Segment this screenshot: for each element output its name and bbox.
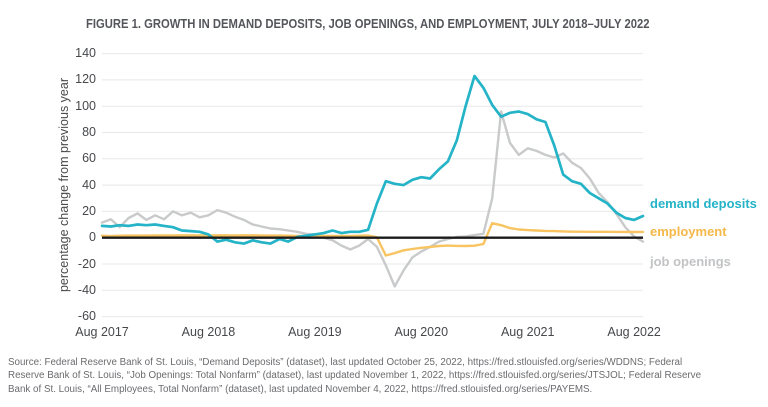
x-tick-label: Aug 2021 xyxy=(500,325,555,339)
x-tick-label: Aug 2022 xyxy=(607,325,661,339)
series-line-employment xyxy=(100,221,645,257)
y-tick-label: -60 xyxy=(77,309,96,324)
legend-label-demand-deposits: demand deposits xyxy=(650,196,757,211)
y-tick-label: -40 xyxy=(77,282,96,297)
y-tick-label: -20 xyxy=(77,256,96,271)
y-tick-label: 140 xyxy=(75,46,96,61)
source-line: Reserve Bank of St. Louis, “Job Openings… xyxy=(8,370,702,382)
y-tick-label: 0 xyxy=(89,230,96,245)
source-line: Bank of St. Louis, “All Employees, Total… xyxy=(8,383,593,395)
y-tick-label: 20 xyxy=(82,203,96,218)
legend-label-employment: employment xyxy=(650,224,727,239)
x-tick-label: Aug 2020 xyxy=(394,325,449,339)
y-tick-label: 120 xyxy=(75,72,96,87)
source-note: Source: Federal Reserve Bank of St. Loui… xyxy=(8,356,764,396)
x-tick-label: Aug 2017 xyxy=(75,325,129,339)
x-tick-label: Aug 2018 xyxy=(181,325,236,339)
chart-svg xyxy=(100,53,645,318)
series-line-job-openings xyxy=(100,110,645,288)
source-line: Source: Federal Reserve Bank of St. Loui… xyxy=(8,357,683,368)
x-tick-label: Aug 2019 xyxy=(288,325,342,339)
y-tick-label: 40 xyxy=(82,177,96,192)
y-tick-label: 100 xyxy=(75,98,96,113)
y-axis-title: percentage change from previous year xyxy=(57,78,71,293)
y-tick-label: 80 xyxy=(82,125,96,139)
figure-title: FIGURE 1. GROWTH IN DEMAND DEPOSITS, JOB… xyxy=(86,17,650,31)
series-line-demand-deposits xyxy=(100,74,645,245)
y-tick-label: 60 xyxy=(82,151,96,166)
legend-label-job-openings: job openings xyxy=(650,254,731,269)
